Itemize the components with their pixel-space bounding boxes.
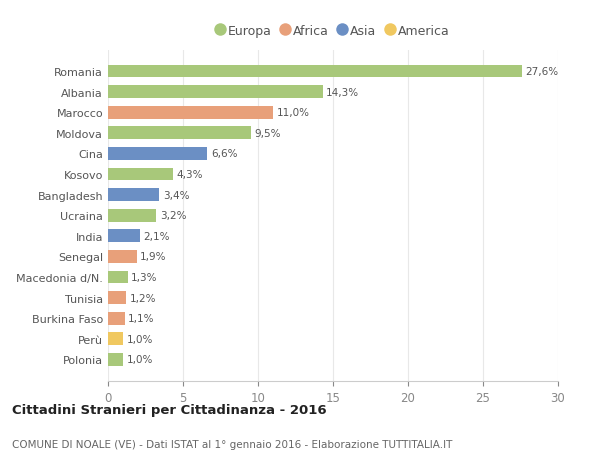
Text: 4,3%: 4,3% bbox=[176, 170, 203, 179]
Text: 11,0%: 11,0% bbox=[277, 108, 310, 118]
Text: 1,9%: 1,9% bbox=[140, 252, 167, 262]
Bar bbox=[108, 168, 173, 181]
Bar bbox=[108, 230, 139, 243]
Text: 1,1%: 1,1% bbox=[128, 313, 155, 324]
Text: 1,3%: 1,3% bbox=[131, 272, 158, 282]
Bar bbox=[108, 251, 137, 263]
Text: COMUNE DI NOALE (VE) - Dati ISTAT al 1° gennaio 2016 - Elaborazione TUTTITALIA.I: COMUNE DI NOALE (VE) - Dati ISTAT al 1° … bbox=[12, 440, 452, 449]
Bar bbox=[108, 66, 522, 78]
Text: 6,6%: 6,6% bbox=[211, 149, 237, 159]
Bar bbox=[108, 106, 273, 119]
Text: 3,4%: 3,4% bbox=[163, 190, 189, 200]
Bar bbox=[108, 333, 123, 346]
Bar bbox=[108, 353, 123, 366]
Bar bbox=[108, 148, 207, 161]
Text: 3,2%: 3,2% bbox=[160, 211, 186, 221]
Bar bbox=[108, 209, 156, 222]
Text: 27,6%: 27,6% bbox=[526, 67, 559, 77]
Bar bbox=[108, 189, 159, 202]
Text: 1,2%: 1,2% bbox=[130, 293, 156, 303]
Bar bbox=[108, 86, 323, 99]
Bar bbox=[108, 127, 251, 140]
Text: 1,0%: 1,0% bbox=[127, 355, 153, 364]
Text: 14,3%: 14,3% bbox=[326, 88, 359, 97]
Bar bbox=[108, 312, 125, 325]
Bar bbox=[108, 291, 126, 304]
Legend: Europa, Africa, Asia, America: Europa, Africa, Asia, America bbox=[217, 25, 449, 38]
Text: 9,5%: 9,5% bbox=[254, 129, 281, 139]
Bar bbox=[108, 271, 128, 284]
Text: 1,0%: 1,0% bbox=[127, 334, 153, 344]
Text: Cittadini Stranieri per Cittadinanza - 2016: Cittadini Stranieri per Cittadinanza - 2… bbox=[12, 403, 326, 416]
Text: 2,1%: 2,1% bbox=[143, 231, 170, 241]
